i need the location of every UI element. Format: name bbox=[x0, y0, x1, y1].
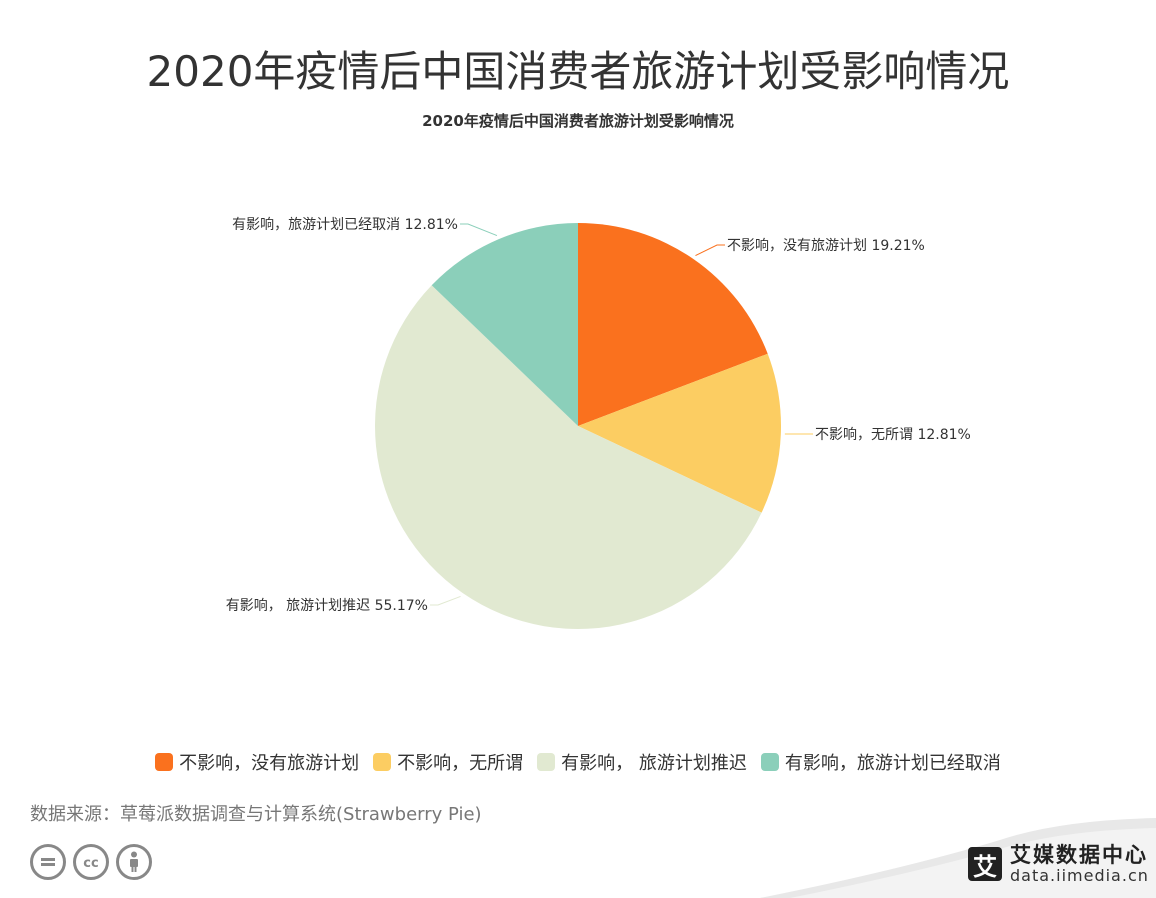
cc-icon: cc bbox=[73, 844, 109, 880]
brand-name: 艾媒数据中心 bbox=[1010, 843, 1148, 867]
legend-item-indifferent[interactable]: 不影响，无所谓 bbox=[373, 749, 523, 775]
slice-data-label: 有影响， 旅游计划推迟 55.17% bbox=[226, 598, 428, 614]
legend-label: 有影响，旅游计划已经取消 bbox=[784, 753, 1001, 774]
brand: 艾 艾媒数据中心 data.iimedia.cn bbox=[968, 843, 1149, 885]
brand-logo: 艾 bbox=[968, 847, 1002, 881]
legend-item-cancelled[interactable]: 有影响，旅游计划已经取消 bbox=[760, 749, 1001, 775]
svg-text:cc: cc bbox=[83, 856, 98, 869]
slice-data-label: 不影响，没有旅游计划 19.21% bbox=[727, 238, 925, 254]
leader-line bbox=[460, 223, 498, 237]
pie-slice[interactable] bbox=[578, 353, 781, 513]
legend-swatch bbox=[760, 753, 779, 771]
pie-slice[interactable] bbox=[431, 223, 578, 426]
legend-label: 有影响， 旅游计划推迟 bbox=[561, 753, 747, 774]
legend-label: 不影响，无所谓 bbox=[397, 753, 524, 774]
legend: 不影响，没有旅游计划 不影响，无所谓 有影响， 旅游计划推迟 有影响，旅游计划已… bbox=[0, 749, 1156, 775]
person-icon bbox=[116, 844, 152, 880]
legend-swatch bbox=[373, 753, 392, 771]
brand-url: data.iimedia.cn bbox=[1010, 866, 1149, 885]
chart-title: 2020年疫情后中国消费者旅游计划受影响情况 bbox=[422, 112, 734, 130]
leader-line bbox=[695, 244, 725, 257]
legend-label: 不影响，没有旅游计划 bbox=[179, 753, 360, 774]
leader-line bbox=[430, 595, 461, 606]
license-icons: cc bbox=[30, 844, 159, 880]
equals-icon bbox=[30, 844, 66, 880]
page-title: 2020年疫情后中国消费者旅游计划受影响情况 bbox=[146, 47, 1010, 96]
legend-swatch bbox=[537, 753, 556, 771]
legend-item-no-plan[interactable]: 不影响，没有旅游计划 bbox=[155, 749, 359, 775]
slice-data-label: 有影响，旅游计划已经取消 12.81% bbox=[232, 217, 458, 233]
data-source: 数据来源：草莓派数据调查与计算系统(Strawberry Pie) bbox=[30, 804, 482, 825]
pie-slice[interactable] bbox=[578, 223, 768, 426]
slice-data-label: 不影响，无所谓 12.81% bbox=[815, 427, 971, 443]
pie-slice[interactable] bbox=[374, 285, 762, 629]
legend-swatch bbox=[155, 753, 174, 771]
legend-item-postponed[interactable]: 有影响， 旅游计划推迟 bbox=[537, 749, 747, 775]
